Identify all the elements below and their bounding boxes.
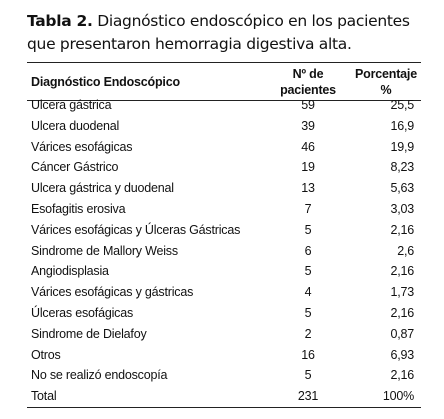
diagnosis-cell: No se realizó endoscopía xyxy=(31,368,168,383)
diagnosis-cell: Cáncer Gástrico xyxy=(31,160,119,175)
diagnosis-cell: Esofagitis erosiva xyxy=(31,202,126,216)
count-cell: 4 xyxy=(304,285,312,300)
count-cell: 16 xyxy=(301,347,315,362)
diagnosis-cell: Ulcera gástrica y duodenal xyxy=(31,181,174,196)
percent-cell: 100% xyxy=(382,389,414,404)
diagnosis-cell: Angiodisplasia xyxy=(31,264,109,279)
count-cell: 6 xyxy=(304,243,312,258)
percent-cell: 1,73 xyxy=(390,285,414,300)
table-caption: Tabla 2. Diagnóstico endoscópico en los … xyxy=(27,10,437,56)
count-cell: 5 xyxy=(304,222,312,237)
diagnosis-cell: Sindrome de Mallory Weiss xyxy=(31,243,178,258)
top-rule xyxy=(27,62,421,63)
count-cell: 7 xyxy=(304,202,312,216)
column-header: Diagnóstico Endoscópico xyxy=(31,75,180,89)
count-cell: 231 xyxy=(297,389,319,404)
bottom-rule xyxy=(27,407,421,408)
percent-cell: 2,16 xyxy=(390,222,414,237)
caption-label: Tabla 2. xyxy=(27,12,93,30)
percent-cell: 3,03 xyxy=(390,202,414,216)
count-cell: 46 xyxy=(301,139,315,154)
count-cell: 59 xyxy=(301,98,315,112)
percent-cell: 16,9 xyxy=(390,118,414,133)
count-cell: 5 xyxy=(304,368,312,383)
diagnosis-cell: Total xyxy=(31,389,57,404)
diagnosis-cell: Otros xyxy=(31,347,61,362)
column-header: pacientes xyxy=(280,83,336,97)
header-rule xyxy=(27,100,421,101)
caption-text: Diagnóstico endoscópico en los pacientes… xyxy=(27,12,410,53)
diagnosis-cell: Úlceras esofágicas xyxy=(31,306,134,320)
diagnosis-cell: Várices esofágicas y Úlceras Gástricas xyxy=(31,222,241,237)
diagnosis-cell: Sindrome de Dielafoy xyxy=(31,326,147,341)
percent-cell: 25,5 xyxy=(390,98,414,112)
percent-cell: 2,16 xyxy=(390,368,414,383)
percent-cell: 5,63 xyxy=(390,181,414,196)
percent-cell: 6,93 xyxy=(390,347,414,362)
diagnosis-cell: Ulcera duodenal xyxy=(31,118,120,133)
column-header: Porcentaje xyxy=(355,67,417,81)
column-header: Nº de xyxy=(292,67,324,81)
diagnosis-cell: Várices esofágicas xyxy=(31,139,133,154)
count-cell: 39 xyxy=(301,118,315,133)
count-cell: 13 xyxy=(301,181,315,196)
percent-cell: 2,6 xyxy=(397,243,414,258)
diagnosis-cell: Ulcera gástrica xyxy=(31,98,112,112)
count-cell: 2 xyxy=(304,326,312,341)
count-cell: 19 xyxy=(301,160,315,175)
percent-cell: 19,9 xyxy=(390,139,414,154)
count-cell: 5 xyxy=(304,264,312,279)
percent-cell: 2,16 xyxy=(390,306,414,320)
diagnosis-cell: Várices esofágicas y gástricas xyxy=(31,285,194,300)
percent-cell: 2,16 xyxy=(390,264,414,279)
percent-cell: 0,87 xyxy=(390,326,414,341)
count-cell: 5 xyxy=(304,306,312,320)
column-header: % xyxy=(380,83,392,97)
percent-cell: 8,23 xyxy=(390,160,414,175)
